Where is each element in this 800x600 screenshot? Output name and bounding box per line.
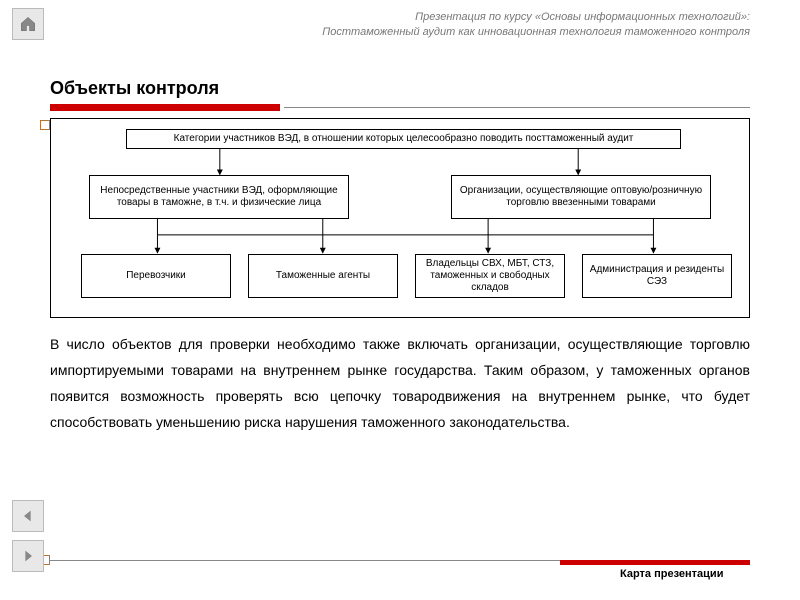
diagram-node-b2: Таможенные агенты [248, 254, 398, 298]
title-divider [50, 104, 750, 111]
next-button[interactable] [12, 540, 44, 572]
page-title: Объекты контроля [50, 78, 219, 99]
home-button[interactable] [12, 8, 44, 40]
course-line: Презентация по курсу «Основы информацион… [230, 10, 750, 25]
title-red-bar [50, 104, 280, 111]
map-link[interactable]: Карта презентации [620, 568, 723, 580]
diagram-node-b3: Владельцы СВХ, МБТ, СТЗ, таможенных и св… [415, 254, 565, 298]
diagram-node-right: Организации, осуществляющие оптовую/розн… [451, 175, 711, 219]
prev-button[interactable] [12, 500, 44, 532]
body-paragraph: В число объектов для проверки необходимо… [50, 332, 750, 436]
arrow-right-icon [20, 548, 36, 564]
footer-red-bar [560, 560, 750, 565]
diagram-node-left: Непосредственные участники ВЭД, оформляю… [89, 175, 349, 219]
diagram-container: Категории участников ВЭД, в отношении ко… [50, 118, 750, 318]
diagram-node-root: Категории участников ВЭД, в отношении ко… [126, 129, 681, 149]
title-grey-line [284, 107, 750, 111]
decor-square-0 [40, 120, 50, 130]
home-icon [19, 15, 37, 33]
course-subtitle: Посттаможенный аудит как инновационная т… [230, 25, 750, 40]
diagram-node-b4: Администрация и резиденты СЭЗ [582, 254, 732, 298]
diagram-node-b1: Перевозчики [81, 254, 231, 298]
course-header: Презентация по курсу «Основы информацион… [230, 10, 750, 40]
arrow-left-icon [20, 508, 36, 524]
